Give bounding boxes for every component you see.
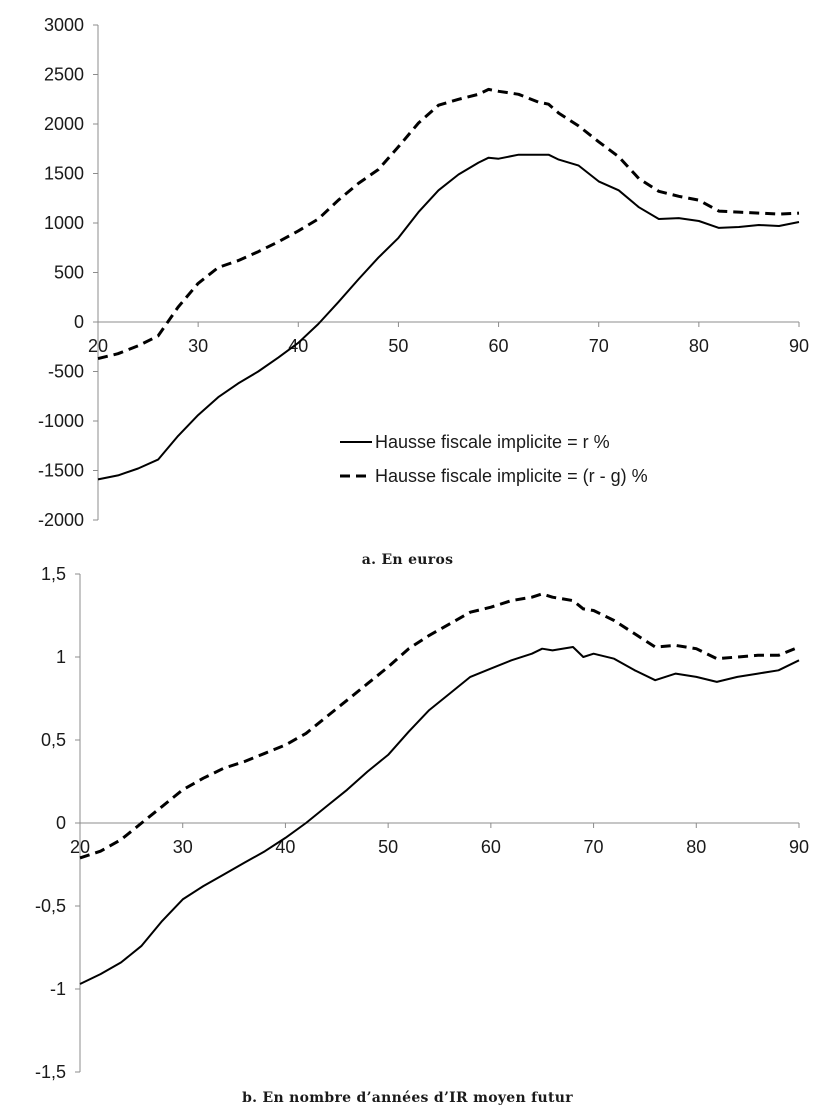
chart-b-caption: b. En nombre d’années d’IR moyen futur: [242, 1090, 573, 1106]
x-tick-label: 60: [481, 837, 501, 857]
y-tick-label: -0,5: [35, 896, 66, 916]
x-tick-label: 70: [589, 336, 609, 356]
legend-label: Hausse fiscale implicite = (r - g) %: [375, 466, 648, 486]
x-tick-label: 80: [686, 837, 706, 857]
x-tick-label: 60: [489, 336, 509, 356]
x-tick-label: 40: [288, 336, 308, 356]
y-tick-label: 0,5: [41, 730, 66, 750]
y-tick-label: -500: [48, 362, 84, 382]
x-tick-label: 90: [789, 837, 809, 857]
y-tick-label: 0: [56, 813, 66, 833]
x-tick-label: 20: [88, 336, 108, 356]
chart-years-of-ir: 1,5 1 0,5 0 -0,5 -1 -1,5 20 30 40 50 60 70 80 90: [35, 564, 809, 1082]
x-tick-label: 90: [789, 336, 809, 356]
x-tick-label: 50: [378, 837, 398, 857]
x-tick-label: 20: [70, 837, 90, 857]
y-tick-label: -1: [50, 979, 66, 999]
y-tick-label: -1500: [38, 461, 84, 481]
x-tick-label: 40: [275, 837, 295, 857]
y-tick-label: 500: [54, 263, 84, 283]
x-tick-label: 30: [188, 336, 208, 356]
series-r-line: [97, 153, 800, 481]
y-tick-label: 3000: [44, 15, 84, 35]
chart-a-caption: a. En euros: [361, 552, 454, 568]
x-tick-label: 80: [689, 336, 709, 356]
y-tick-label: -1,5: [35, 1062, 66, 1082]
y-tick-label: 2500: [44, 65, 84, 85]
y-tick-label: -1000: [38, 411, 84, 431]
series-r-minus-g-line: [97, 87, 800, 361]
series-r-minus-g-line: [79, 592, 800, 860]
series-r-line: [79, 646, 800, 985]
y-tick-label: -2000: [38, 510, 84, 530]
x-tick-label: 30: [173, 837, 193, 857]
y-tick-label: 2000: [44, 114, 84, 134]
legend-label: Hausse fiscale implicite = r %: [375, 432, 610, 452]
y-tick-label: 1,5: [41, 564, 66, 584]
y-tick-label: 1500: [44, 164, 84, 184]
x-tick-label: 50: [388, 336, 408, 356]
chart-euros: 3000 2500 2000 1500 1000 500 0 -500 -1000 -1500 -2…: [38, 15, 809, 530]
y-tick-label: 1: [56, 647, 66, 667]
y-tick-label: 0: [74, 312, 84, 332]
y-tick-label: 1000: [44, 213, 84, 233]
x-tick-label: 70: [584, 837, 604, 857]
